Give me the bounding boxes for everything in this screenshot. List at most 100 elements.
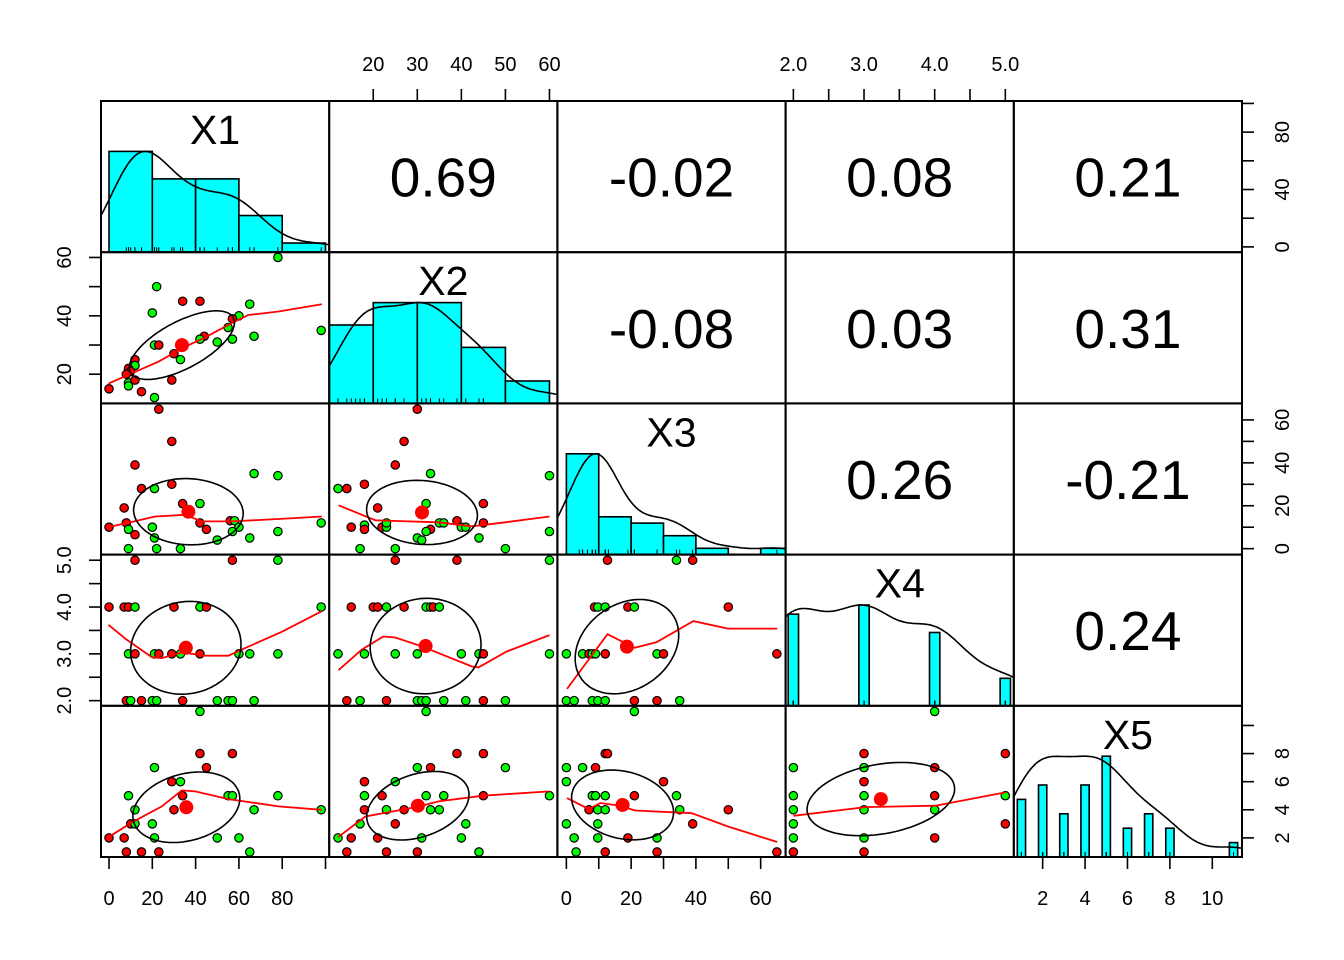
data-point [381, 695, 392, 706]
data-point [151, 695, 162, 706]
mean-point [174, 338, 189, 353]
tick-label: 4 [1272, 804, 1294, 815]
data-point [273, 790, 283, 801]
data-point [772, 649, 782, 659]
tick-label: 10 [1201, 888, 1223, 910]
data-point [123, 543, 134, 554]
data-point [154, 847, 164, 857]
correlation-X2-X4: 0.03 [846, 298, 953, 360]
data-point [123, 790, 134, 801]
data-point [434, 804, 445, 815]
tick-label: 2 [1037, 888, 1048, 910]
data-point [602, 555, 613, 566]
mean-point [873, 792, 888, 807]
data-point [478, 498, 489, 509]
data-point [500, 695, 511, 706]
data-point [212, 337, 223, 347]
correlation-ellipse [365, 770, 470, 841]
correlation-ellipse [132, 477, 244, 546]
data-point [687, 819, 698, 829]
data-point [544, 649, 555, 659]
data-point [929, 833, 940, 843]
data-point [212, 695, 223, 706]
data-point [412, 649, 423, 659]
loess-smooth-line [107, 610, 323, 660]
data-point [346, 833, 357, 843]
tick-label: 60 [538, 54, 560, 76]
data-point [500, 543, 511, 554]
tick-label: 20 [620, 888, 642, 910]
tick-label: 4.0 [921, 54, 949, 76]
data-point [346, 602, 357, 612]
tick-label: 8 [1164, 888, 1175, 910]
loess-smooth-line [107, 789, 322, 838]
data-point [244, 533, 255, 543]
data-point [600, 804, 611, 815]
data-point [412, 404, 423, 414]
correlation-ellipse [574, 598, 680, 695]
density-curve [329, 301, 558, 396]
data-point [438, 695, 449, 706]
histogram-bar [151, 178, 197, 253]
correlation-X3-X5: -0.21 [1065, 449, 1190, 511]
data-point [416, 535, 427, 545]
histogram-bar [329, 324, 375, 404]
data-point [478, 695, 489, 706]
tick-label: 2.0 [779, 54, 807, 76]
data-point [671, 555, 682, 566]
data-point [346, 522, 357, 533]
loess-smooth-line [108, 303, 322, 385]
scatter-panels [104, 252, 1011, 857]
data-point [359, 479, 370, 490]
histogram-bar [372, 301, 419, 404]
data-point [151, 543, 162, 554]
data-point [788, 762, 799, 773]
data-point [149, 762, 160, 773]
tick-label: 6 [1272, 776, 1294, 787]
data-point [130, 649, 140, 659]
tick-label: 4 [1079, 888, 1090, 910]
tick-label: 5.0 [991, 54, 1019, 76]
data-point [577, 762, 588, 773]
data-point [460, 695, 471, 706]
correlation-X1-X2: 0.69 [390, 147, 497, 209]
data-point [544, 470, 555, 481]
data-point [390, 649, 401, 659]
tick-label: 80 [1272, 121, 1294, 143]
data-point [674, 695, 685, 706]
data-point [460, 819, 471, 829]
data-point [425, 762, 436, 773]
mean-point [619, 639, 634, 654]
mean-point [418, 639, 433, 654]
tick-label: 6 [1122, 888, 1133, 910]
data-point [136, 847, 147, 857]
data-point [571, 847, 581, 857]
data-point [1000, 748, 1011, 759]
histogram-bar [238, 214, 284, 253]
correlation-X1-X4: 0.08 [846, 147, 953, 209]
axis-right-X1: 0 40 80 [1241, 102, 1294, 252]
data-point [544, 555, 555, 566]
histogram-X1 [101, 150, 330, 253]
data-point [478, 748, 489, 759]
histogram-bar [1080, 784, 1090, 857]
data-point [273, 649, 283, 659]
data-point [390, 819, 401, 829]
scatter-panel-X2-X5 [333, 706, 555, 857]
panel-text: X1 X2 X3 X4 X5 0.69 -0.02 0.08 0.21 -0.08 0.03 0.31… [190, 107, 1191, 758]
data-point [166, 375, 177, 385]
data-point [342, 847, 352, 857]
data-point [438, 790, 449, 801]
data-point [412, 762, 423, 773]
tick-label: 20 [54, 363, 76, 385]
tick-label: 60 [228, 888, 250, 910]
data-point [244, 847, 255, 857]
data-point [154, 404, 164, 414]
tick-label: 2 [1272, 832, 1294, 843]
data-point [147, 308, 158, 318]
loess-smooth-line [793, 791, 1006, 817]
data-point [273, 526, 283, 537]
data-point [788, 833, 799, 843]
scatter-panel-X3-X5 [561, 706, 782, 857]
